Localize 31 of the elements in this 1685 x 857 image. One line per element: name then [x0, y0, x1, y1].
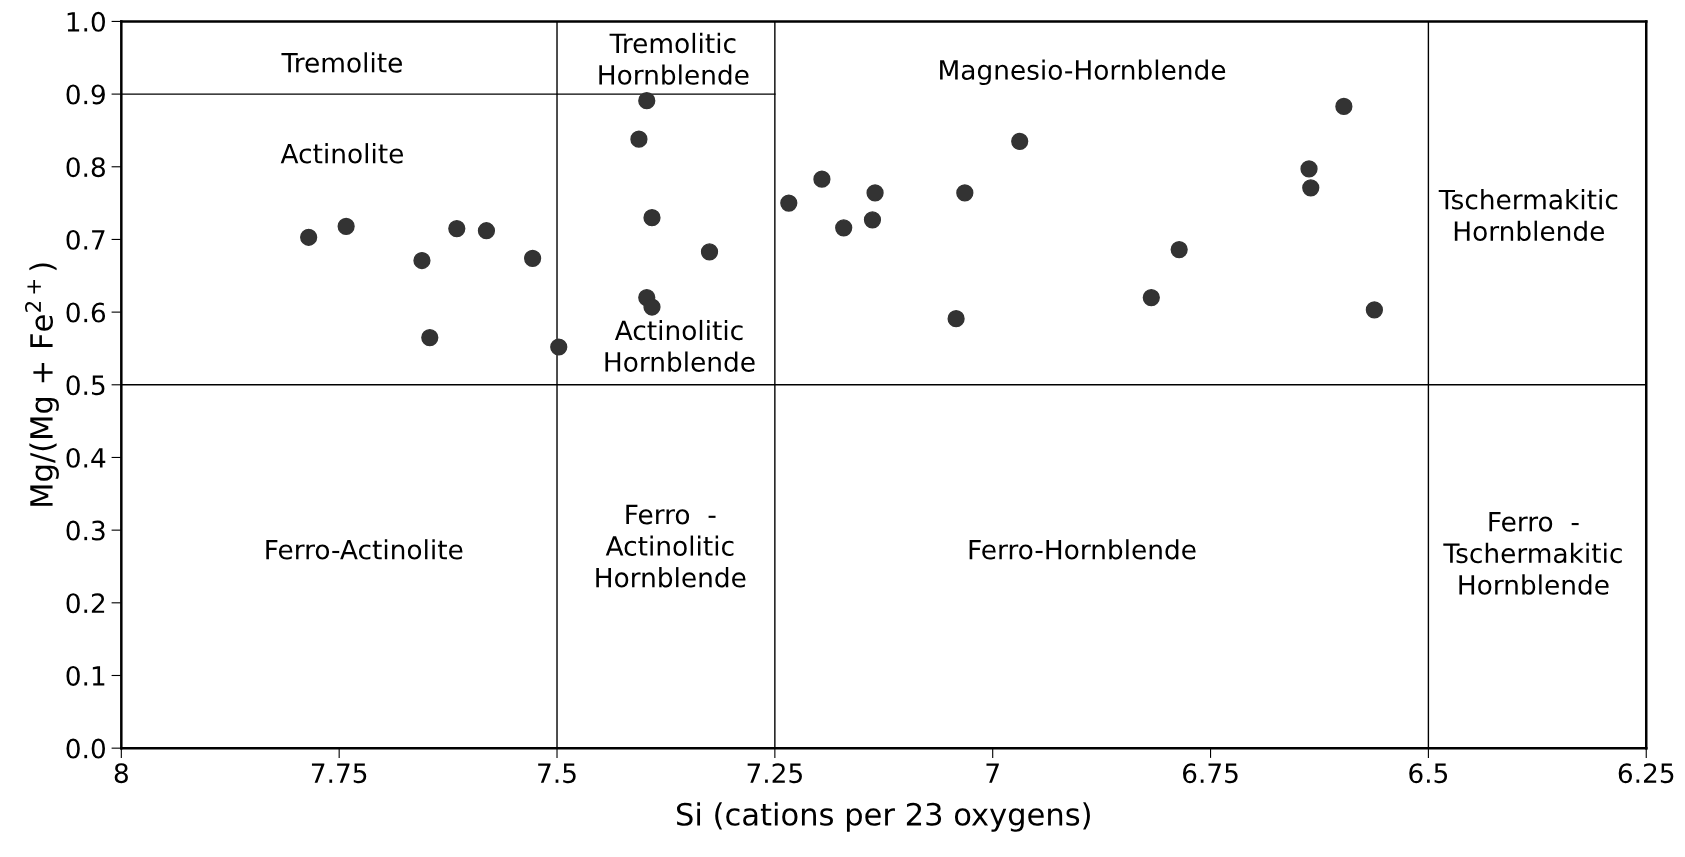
- y-tick-label: 0.4: [66, 447, 106, 468]
- y-tick-label: 0.2: [66, 593, 105, 614]
- x-tick-label: 6.25: [1618, 763, 1674, 784]
- annotation: Tremolitic Hornblende: [599, 32, 749, 85]
- y-tick-label: 0.9: [66, 84, 105, 105]
- annotation: Ferro - Actinolitic Hornblende: [596, 504, 746, 588]
- x-tick-label: 7.25: [747, 763, 802, 784]
- y-tick-label: 0.3: [66, 520, 105, 541]
- y-tick-label: 0.0: [66, 738, 105, 759]
- annotation: Ferro - Tschermakitic Hornblende: [1443, 512, 1622, 595]
- y-tick-label: 0.1: [66, 665, 105, 686]
- y-axis-title: Mg/(Mg + Fe$^{2+}$): [24, 263, 59, 506]
- x-axis-title: Si (cations per 23 oxygens): [677, 802, 1090, 832]
- x-tick-label: 7.5: [538, 763, 576, 784]
- annotation: Ferro-Hornblende: [969, 539, 1196, 560]
- annotation: Tremolite: [281, 52, 402, 73]
- annotation: Actinolite: [280, 143, 403, 164]
- y-tick-label: 0.5: [66, 375, 105, 396]
- annotation: Magnesio-Hornblende: [940, 59, 1226, 86]
- y-tick-label: 0.8: [66, 157, 105, 178]
- x-tick-label: 7.75: [311, 763, 367, 784]
- x-tick-label: 7: [986, 763, 999, 783]
- y-tick-label: 0.6: [66, 302, 106, 323]
- x-tick-label: 6.5: [1409, 763, 1448, 784]
- annotation: Actinolitic Hornblende: [605, 319, 755, 372]
- y-tick-label: 0.7: [66, 229, 105, 250]
- annotation: Tschermakitic Hornblende: [1438, 189, 1618, 242]
- x-tick-label: 8: [114, 763, 128, 784]
- y-tick-label: 1.0: [67, 11, 105, 32]
- x-tick-label: 6.75: [1183, 763, 1238, 784]
- annotation: Ferro-Actinolite: [266, 539, 463, 560]
